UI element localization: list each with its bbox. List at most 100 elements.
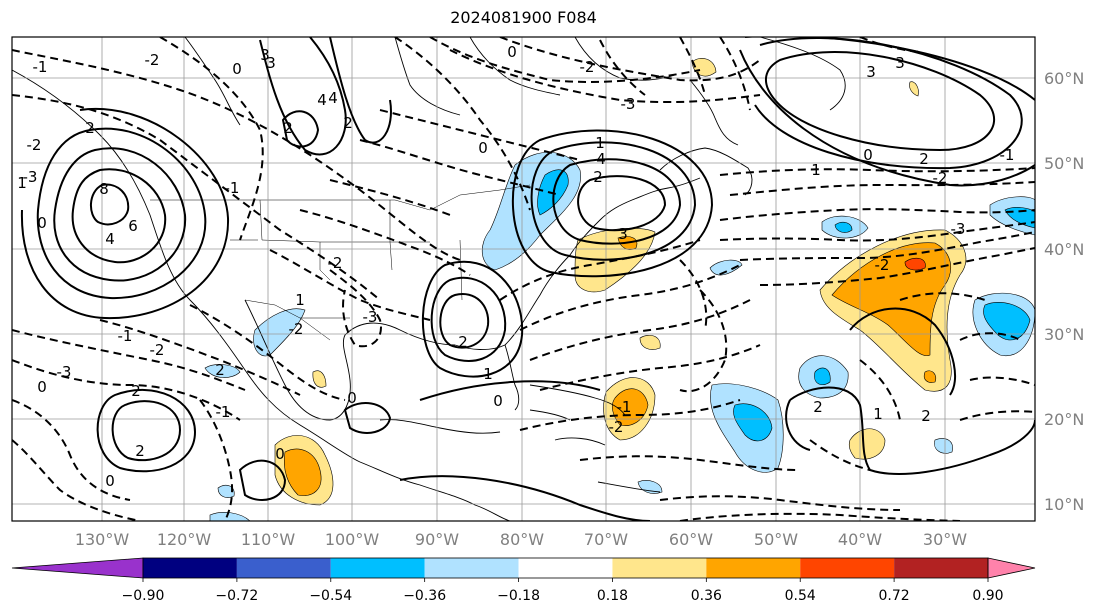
colorbar-tick-label: −0.72 (215, 588, 258, 604)
colorbar-tick-label: 0.54 (785, 588, 816, 604)
anomaly-pos-sw-atl (848, 428, 886, 460)
contour-label: 0 (493, 392, 503, 410)
anomaly-neg-mid-atl-inner (834, 221, 853, 233)
contour-label: 2 (283, 119, 293, 137)
contour-label: 2 (215, 361, 225, 379)
contour-label: 4 (596, 150, 606, 168)
contour-label: -1 (33, 58, 48, 76)
contour-label: 0 (105, 472, 115, 490)
contour-label: 4 (317, 91, 327, 109)
contour-label: 1 (17, 174, 27, 192)
contour-label: -2 (875, 256, 890, 274)
colorbar-tick-label: 0.36 (691, 588, 722, 604)
contour-label: 3 (618, 225, 628, 243)
contour-label: -1 (216, 403, 231, 421)
contour-label: 1 (595, 134, 605, 152)
contour-label: -2 (609, 418, 624, 436)
colorbar-segment (143, 558, 237, 578)
anomaly-neg-gulfca (253, 308, 306, 357)
longitude-label: 90°W (415, 530, 459, 549)
contour-label: 3 (260, 46, 270, 64)
longitude-label: 50°W (754, 530, 798, 549)
longitude-label: 30°W (923, 530, 967, 549)
contour-label: 2 (343, 114, 353, 132)
contour-label: 0 (232, 60, 242, 78)
contour-label: 2 (813, 398, 823, 416)
longitude-labels: 130°W 120°W 110°W 100°W 90°W 80°W 70°W 60°W 50°W… (75, 530, 967, 549)
colorbar-outline (142, 557, 989, 579)
contour-label: 0 (478, 139, 488, 157)
latitude-label: 20°N (1044, 410, 1084, 429)
contour-label: 0 (275, 445, 285, 463)
colorbar-segment (518, 558, 613, 578)
contour-label: 8 (99, 180, 109, 198)
longitude-label: 100°W (325, 530, 380, 549)
contour-label: 2 (458, 333, 468, 351)
colorbar-tick-label: −0.18 (497, 588, 540, 604)
contour-label: -2 (933, 169, 948, 187)
contour-label: 3 (895, 54, 905, 72)
contour-label: -3 (57, 363, 72, 381)
colorbar-tick-label: 0.18 (597, 588, 628, 604)
political-borders (150, 184, 531, 341)
colorbar-segment (330, 558, 425, 578)
coastlines (12, 37, 846, 521)
contour-label: -2 (328, 254, 343, 272)
colorbar-extend-high (987, 557, 1036, 579)
colorbar-tick-label: 0.90 (972, 588, 1003, 604)
contour-label: 2 (85, 119, 95, 137)
contour-label: -1 (1000, 146, 1015, 164)
longitude-label: 110°W (241, 530, 296, 549)
contour-label: 0 (347, 389, 357, 407)
anomaly-pos-gulf-small (312, 370, 327, 388)
contour-label: 6 (128, 217, 138, 235)
anomaly-neg-pac-small (204, 364, 241, 378)
contour-label: 2 (921, 407, 931, 425)
longitude-label: 130°W (75, 530, 130, 549)
map-title: 2024081900 F084 (450, 8, 597, 27)
longitude-label: 40°W (838, 530, 882, 549)
contour-label: 0 (37, 378, 47, 396)
colorbar-segment (706, 558, 801, 578)
map-frame (11, 36, 1036, 522)
colorbar-tick-label: 0.72 (879, 588, 910, 604)
anomaly-neg-sw-atl (934, 438, 953, 454)
longitude-label: 80°W (500, 530, 544, 549)
colorbar-segment (236, 558, 331, 578)
latitude-label: 10°N (1044, 495, 1084, 514)
contour-label: 3 (866, 63, 876, 81)
anomaly-pos-lon30 (923, 370, 937, 383)
colorbar-tick-label: −0.36 (403, 588, 446, 604)
contour-label: 1 (873, 405, 883, 423)
colorbar-segment (612, 558, 707, 578)
contour-label: -1 (617, 398, 632, 416)
contour-label: 2 (919, 150, 929, 168)
contour-label: -2 (580, 58, 595, 76)
contour-label: -2 (27, 136, 42, 154)
contour-label: 1 (811, 161, 821, 179)
contour-label: -3 (363, 308, 378, 326)
contour-lines (12, 37, 1035, 521)
anomaly-neg-atl-mid-inner (814, 367, 831, 385)
contour-label: -2 (145, 51, 160, 69)
anomaly-neg-atl-big-inner (733, 403, 773, 442)
colorbar-tick-label: −0.90 (122, 588, 165, 604)
graticule (12, 37, 1035, 521)
contour-label: -2 (150, 341, 165, 359)
latitude-labels: 10°N 20°N 30°N 40°N 50°N 60°N (1044, 69, 1084, 514)
contour-label: -3 (621, 95, 636, 113)
contour-label: -2 (289, 320, 304, 338)
contour-label: -3 (23, 168, 38, 186)
contour-label: -3 (951, 220, 966, 238)
contour-label: 4 (328, 89, 338, 107)
colorbar: −0.90 −0.72 −0.54 −0.36 −0.18 0.18 0.36 0.54 0.7… (11, 557, 1036, 604)
contour-label: 2 (593, 168, 603, 186)
colorbar-segment (894, 558, 988, 578)
longitude-label: 70°W (584, 530, 628, 549)
contour-label: 0 (863, 146, 873, 164)
anomaly-neg-lon105 (209, 512, 251, 521)
anomaly-neg-lon70 (709, 259, 743, 276)
longitude-label: 120°W (157, 530, 212, 549)
